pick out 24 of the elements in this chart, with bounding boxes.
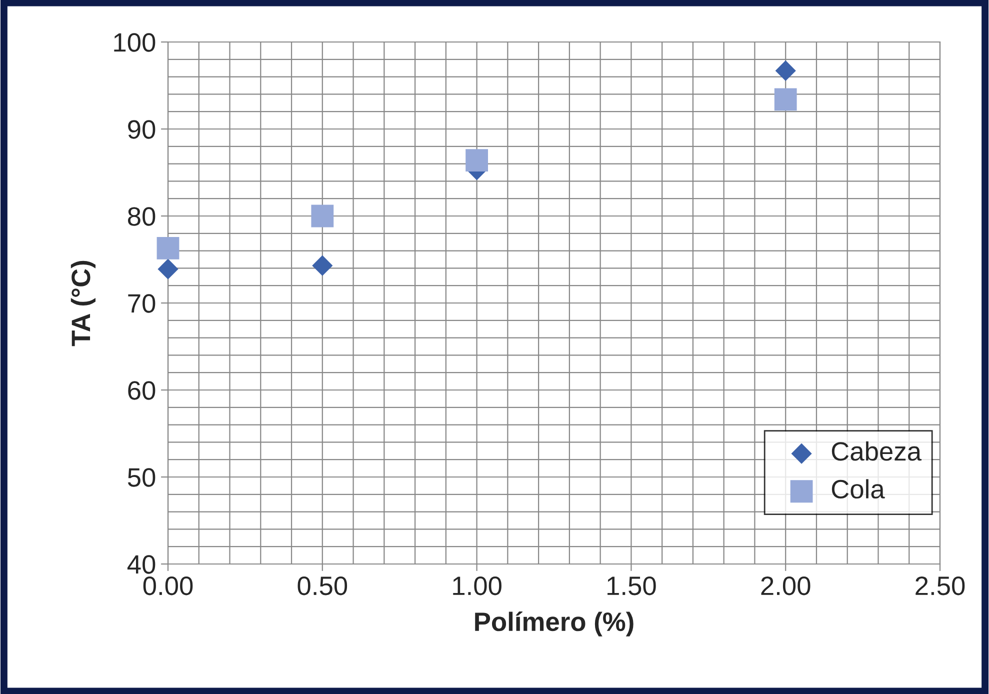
x-tick-label: 0.50 <box>298 576 348 596</box>
point <box>774 88 797 111</box>
y-tick-label: 60 <box>128 381 156 400</box>
y-axis-title: TA (°C) <box>70 260 96 346</box>
legend-label: Cola <box>832 479 885 499</box>
y-tick-label: 50 <box>128 468 156 487</box>
y-tick-label: 40 <box>127 555 156 574</box>
y-tick-label: 100 <box>114 33 156 52</box>
x-tick-label: 2.00 <box>761 576 810 596</box>
y-tick-label: 70 <box>128 294 156 313</box>
x-tick-label: 0.00 <box>143 576 193 596</box>
point <box>312 255 333 276</box>
point <box>156 236 180 260</box>
x-tick-label: 1.00 <box>453 576 502 596</box>
point <box>311 204 334 228</box>
point <box>775 60 796 82</box>
x-axis-title: Polímero (%) <box>475 612 634 636</box>
y-tick-label: 90 <box>128 120 156 139</box>
x-tick-label: 1.50 <box>608 576 656 596</box>
x-tick-label: 2.50 <box>916 576 965 596</box>
point <box>466 149 488 172</box>
legend-label: Cabeza <box>832 441 922 461</box>
point <box>158 258 178 280</box>
y-tick-label: 80 <box>128 207 156 226</box>
